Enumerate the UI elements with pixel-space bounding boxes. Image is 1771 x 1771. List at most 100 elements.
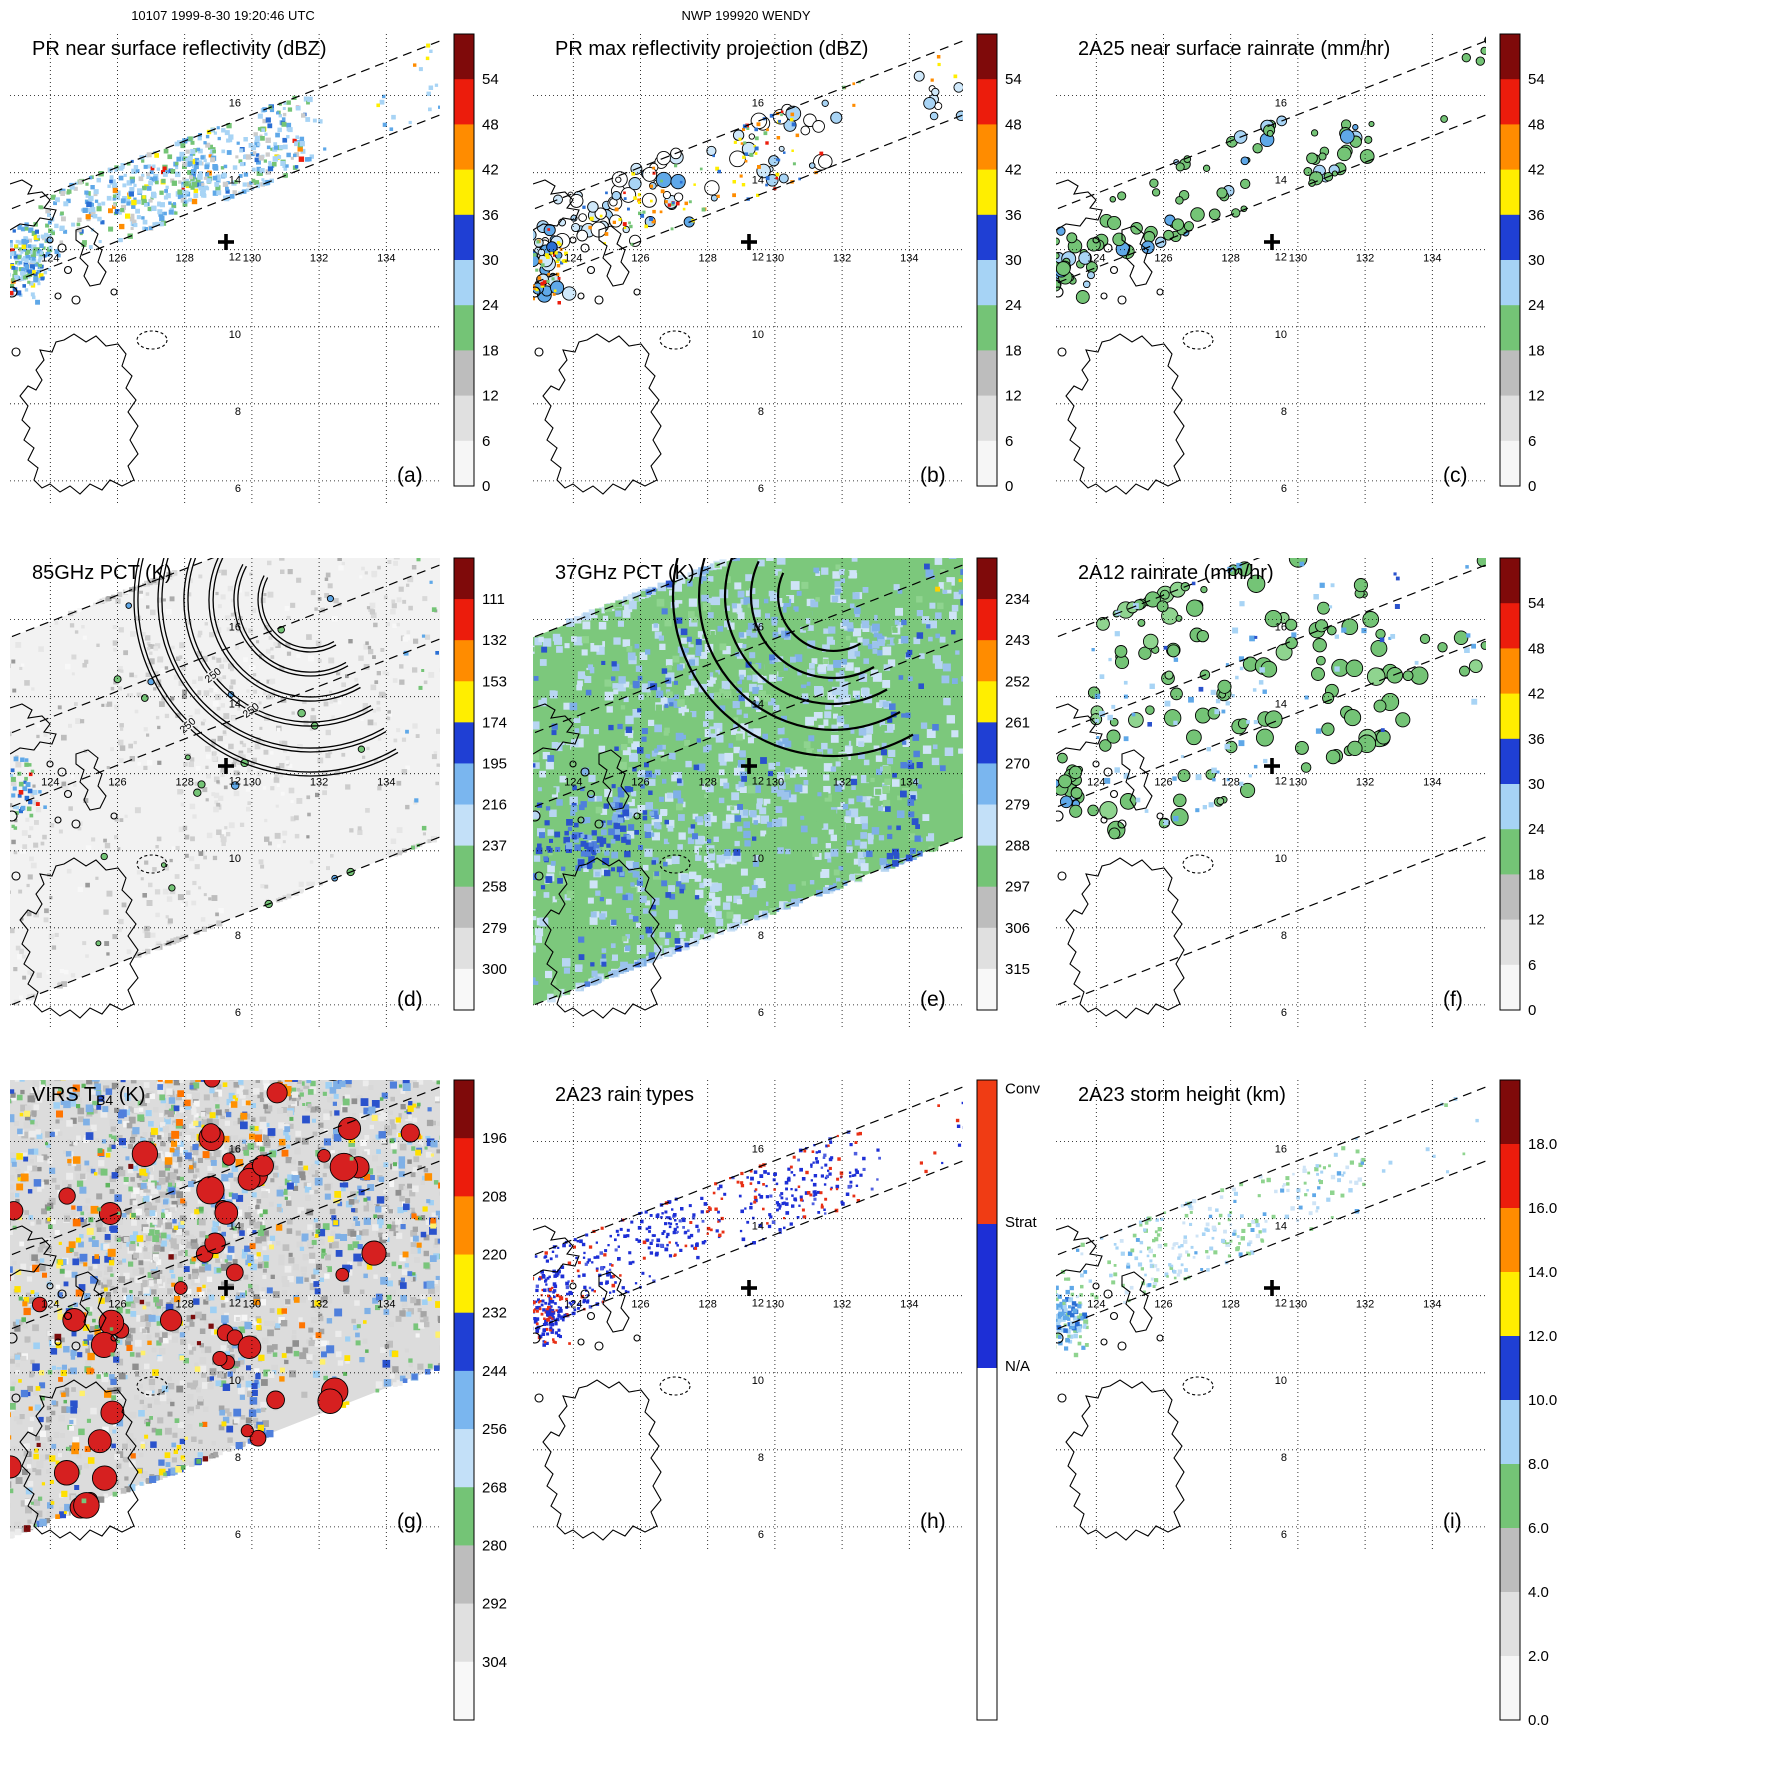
svg-text:8: 8 <box>235 406 241 418</box>
map-area: 124 126 128 130 132 134 16 14 12 10 8 6 PR max refle… <box>533 34 963 504</box>
panel-letter: (g) <box>397 1510 423 1533</box>
dashed-contour-islet <box>136 854 168 874</box>
colorbar-tick-label: 0 <box>482 478 490 495</box>
panel-letter: (d) <box>397 988 423 1011</box>
map-title: 2A25 near surface rainrate (mm/hr) <box>1078 38 1390 60</box>
colorbar-tick-label: 36 <box>1528 731 1545 748</box>
svg-text:16: 16 <box>752 98 764 110</box>
dashed-contour-islet <box>136 330 168 350</box>
colorbar-tick-label: 12 <box>1528 912 1545 929</box>
colorbar-tick-label: 243 <box>1005 632 1030 649</box>
data-speckle-layer <box>919 1101 963 1174</box>
svg-text:14: 14 <box>1275 699 1287 711</box>
data-speckle-layer <box>14 1080 440 1515</box>
colorbar-tick-label: 18 <box>1005 342 1022 359</box>
graticule <box>1056 558 1486 1028</box>
coastline <box>533 179 691 495</box>
colorbar-tick-label: 0 <box>1005 478 1013 495</box>
lat-labels: 16 14 12 10 8 6 <box>752 98 764 495</box>
svg-text:126: 126 <box>1154 253 1172 265</box>
data-speckle-layer <box>533 562 963 998</box>
colorbar-tick-label: 54 <box>1528 595 1545 612</box>
data-speckle-layer <box>1056 752 1099 818</box>
svg-text:8: 8 <box>235 930 241 942</box>
svg-text:6: 6 <box>1281 483 1287 495</box>
swath-boundaries <box>533 40 963 284</box>
colorbar-tick-label: 24 <box>1005 297 1022 314</box>
colorbar-tick-label: 48 <box>1528 116 1545 133</box>
panel-svg: 124 126 128 130 132 134 16 14 12 10 8 6 37GHz PCT (K… <box>533 557 1030 1028</box>
colorbar-tick-label: 0 <box>1528 478 1536 495</box>
panel-e: 124 126 128 130 132 134 16 14 12 10 8 6 37GHz PCT (K… <box>531 552 1043 1043</box>
data-speckle-layer <box>913 70 963 122</box>
storm-center-marker <box>218 234 234 250</box>
colorbar-tick-label: 6.0 <box>1528 1520 1549 1537</box>
data-field <box>533 55 963 305</box>
colorbar-tick-label: 42 <box>482 162 499 179</box>
panel-letter: (e) <box>920 988 946 1011</box>
svg-text:6: 6 <box>758 483 764 495</box>
colorbar-tick-label: 18 <box>1528 866 1545 883</box>
colorbar-tick-label: Strat <box>1005 1214 1038 1231</box>
contour-rings <box>671 558 914 758</box>
svg-text:8: 8 <box>1281 406 1287 418</box>
svg-text:124: 124 <box>1087 253 1105 265</box>
colorbar-tick-label: 306 <box>1005 920 1030 937</box>
colorbar-tick-label: 36 <box>482 207 499 224</box>
colorbar-tick-label: 270 <box>1005 755 1030 772</box>
svg-text:126: 126 <box>631 777 649 789</box>
svg-text:124: 124 <box>564 253 582 265</box>
swath-boundaries <box>10 558 440 1006</box>
data-speckle-layer <box>533 228 568 305</box>
swath-boundaries <box>1056 1086 1486 1330</box>
data-speckle-layer <box>533 558 963 985</box>
colorbar-tick-label: 6 <box>1528 433 1536 450</box>
map-title: VIRS TB4 (K) <box>32 1084 145 1108</box>
colorbar-tick-label: 288 <box>1005 838 1030 855</box>
colorbar-tick-label: 12 <box>1005 388 1022 405</box>
colorbar-tick-label: 30 <box>482 252 499 269</box>
svg-text:124: 124 <box>564 777 582 789</box>
colorbar-tick-label: 111 <box>482 591 505 608</box>
storm-name-header: NWP 199920 WENDY <box>681 8 811 23</box>
colorbar-tick-label: 292 <box>482 1596 507 1613</box>
coastline <box>1056 179 1214 495</box>
data-speckle-layer <box>1067 115 1375 260</box>
colorbar-tick-label: 12 <box>1528 388 1545 405</box>
colorbar-tick-label: 153 <box>482 673 507 690</box>
map-area: 124 126 128 130 132 134 16 14 12 10 8 6 2A12 rainrat… <box>1056 558 1486 1028</box>
svg-text:12: 12 <box>752 776 764 788</box>
data-field <box>533 558 963 1006</box>
colorbar-tick-label: 132 <box>482 632 507 649</box>
svg-text:124: 124 <box>1087 777 1105 789</box>
data-speckle-layer <box>935 578 962 592</box>
dashed-contour-islet <box>136 1376 168 1396</box>
data-speckle-layer <box>376 43 440 131</box>
svg-text:16: 16 <box>1275 622 1287 634</box>
lat-labels: 16 14 12 10 8 6 <box>229 98 241 495</box>
storm-center-marker <box>1264 1280 1280 1296</box>
svg-text:12: 12 <box>1275 776 1287 788</box>
data-field <box>1056 558 1486 840</box>
colorbar-tick-label: 258 <box>482 879 507 896</box>
svg-text:134: 134 <box>900 777 918 789</box>
colorbar-tick-label: 42 <box>1528 162 1545 179</box>
map-area: 124 126 128 130 132 134 16 14 12 10 8 6 PR near surf… <box>10 34 440 504</box>
colorbar-tick-label: 220 <box>482 1247 507 1264</box>
colorbar-tick-label: 261 <box>1005 714 1030 731</box>
svg-text:14: 14 <box>229 175 241 187</box>
data-speckle-layer <box>533 558 963 1003</box>
colorbar-tick-label: 244 <box>482 1363 507 1380</box>
panel-letter: (b) <box>920 464 946 487</box>
colorbar: 196 208 220 232 244 256 268 280 292 304 <box>453 1079 507 1721</box>
panel-letter: (f) <box>1443 988 1463 1011</box>
lon-labels: 124 126 128 130 132 134 <box>41 1299 395 1311</box>
lon-labels: 124 126 128 130 132 134 <box>564 777 918 789</box>
swath-boundaries <box>1056 558 1486 1006</box>
panel-letter: (c) <box>1443 464 1468 487</box>
dashed-contour-islet <box>1182 1376 1214 1396</box>
